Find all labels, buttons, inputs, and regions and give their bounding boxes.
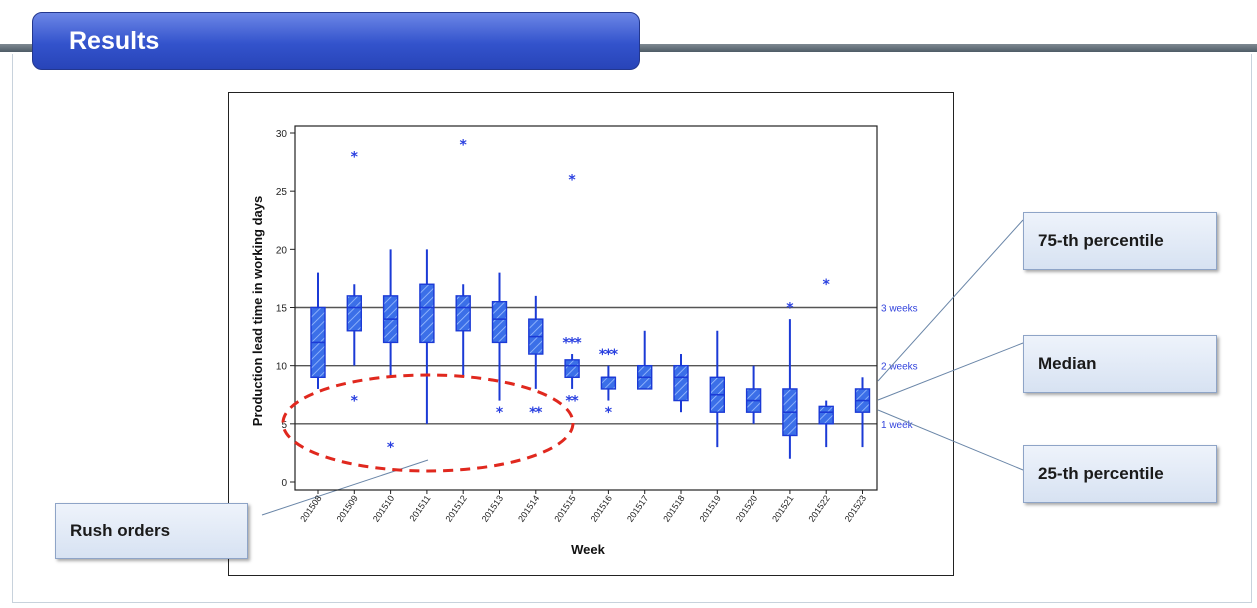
- box-plot-201514: **: [528, 295, 544, 421]
- y-tick-label: 0: [281, 478, 287, 489]
- x-tick-label: 201512: [443, 493, 468, 523]
- x-tick-label: 201520: [734, 493, 759, 523]
- x-tick-label: 201513: [480, 493, 505, 523]
- box: [673, 364, 689, 402]
- x-tick-label: 201521: [770, 493, 795, 523]
- box-plot-201516: ****: [599, 347, 619, 421]
- outlier-marker: *: [786, 301, 794, 317]
- y-tick-label: 5: [281, 420, 287, 431]
- x-tick-label: 201514: [516, 493, 541, 523]
- callout-rush-label: Rush orders: [70, 521, 171, 540]
- y-tick-label: 15: [276, 304, 288, 315]
- outlier-marker: *: [535, 405, 543, 421]
- x-tick-label: 201515: [552, 493, 577, 523]
- callout-median: Median: [1023, 335, 1217, 393]
- rush-orders-ellipse: [281, 373, 575, 473]
- outlier-marker: *: [568, 173, 576, 189]
- box-plot-201511: [419, 249, 435, 424]
- x-axis-label: Week: [571, 542, 605, 557]
- y-tick-label: 25: [276, 187, 288, 198]
- outlier-marker: *: [460, 138, 468, 154]
- leader-25th: [877, 409, 1024, 471]
- box: [346, 295, 362, 332]
- x-tick-label: 201523: [843, 493, 868, 523]
- box-plot-201513: *: [491, 272, 508, 421]
- callout-rush-orders: Rush orders: [55, 503, 248, 559]
- box: [419, 283, 435, 344]
- y-tick-label: 20: [276, 245, 288, 256]
- box: [491, 300, 508, 344]
- title-tab: Results: [32, 12, 640, 70]
- outlier-marker: *: [611, 347, 619, 363]
- x-tick-label: 201518: [661, 493, 686, 523]
- callout-25th-percentile: 25-th percentile: [1023, 445, 1217, 503]
- x-tick-label: 201519: [698, 493, 723, 523]
- outlier-marker: *: [351, 394, 359, 410]
- box-plot-201512: *: [455, 138, 471, 378]
- reference-line-label: 3 weeks: [881, 304, 918, 315]
- outlier-marker: *: [599, 347, 607, 363]
- x-tick-label: 201517: [625, 493, 650, 523]
- y-tick-label: 30: [276, 129, 288, 140]
- box: [455, 295, 471, 332]
- x-tick-label: 201511: [407, 493, 432, 523]
- outlier-marker: *: [529, 405, 537, 421]
- callout-25th-label: 25-th percentile: [1038, 464, 1164, 483]
- box: [564, 359, 580, 379]
- outlier-marker: *: [605, 347, 613, 363]
- outlier-marker: *: [565, 394, 573, 410]
- chart-frame: [228, 92, 954, 576]
- outlier-marker: *: [571, 394, 579, 410]
- box-plot-201522: *: [818, 277, 834, 448]
- callout-75th-label: 75-th percentile: [1038, 231, 1164, 250]
- callout-median-label: Median: [1038, 354, 1097, 373]
- box-plot-201509: **: [346, 149, 362, 410]
- x-tick-label: 201522: [806, 493, 831, 523]
- page-title: Results: [69, 27, 160, 55]
- y-tick-label: 10: [276, 362, 288, 373]
- leader-75th: [877, 219, 1024, 382]
- box-plot-201520: [745, 365, 762, 424]
- x-tick-label: 201508: [298, 493, 323, 523]
- box-plot-201521: *: [782, 301, 798, 459]
- leader-median: [877, 342, 1024, 401]
- x-tick-label: 201509: [335, 493, 360, 523]
- box-plot-201508: [310, 272, 326, 389]
- callout-75th-percentile: 75-th percentile: [1023, 212, 1217, 270]
- x-tick-label: 201510: [371, 493, 396, 523]
- box-plot-201518: [673, 354, 689, 413]
- outlier-marker: *: [568, 335, 576, 351]
- x-tick-label: 201516: [589, 493, 614, 523]
- outlier-marker: *: [574, 335, 582, 351]
- outlier-marker: *: [823, 277, 831, 293]
- box-plot-201517: [637, 330, 653, 390]
- box-plot-201519: [709, 330, 725, 448]
- outlier-marker: *: [387, 440, 395, 456]
- outlier-marker: *: [605, 405, 613, 421]
- box: [818, 405, 834, 425]
- box-plot-201510: *: [382, 249, 399, 456]
- box: [600, 376, 617, 390]
- outlier-marker: *: [496, 405, 504, 421]
- outlier-marker: *: [562, 335, 570, 351]
- y-axis-label: Production lead time in working days: [250, 196, 265, 426]
- outlier-marker: *: [351, 149, 359, 165]
- box-plot-201523: [854, 377, 871, 448]
- box-plot-201515: ******: [562, 173, 582, 410]
- reference-line-label: 2 weeks: [881, 362, 918, 373]
- reference-line-label: 1 week: [881, 420, 914, 431]
